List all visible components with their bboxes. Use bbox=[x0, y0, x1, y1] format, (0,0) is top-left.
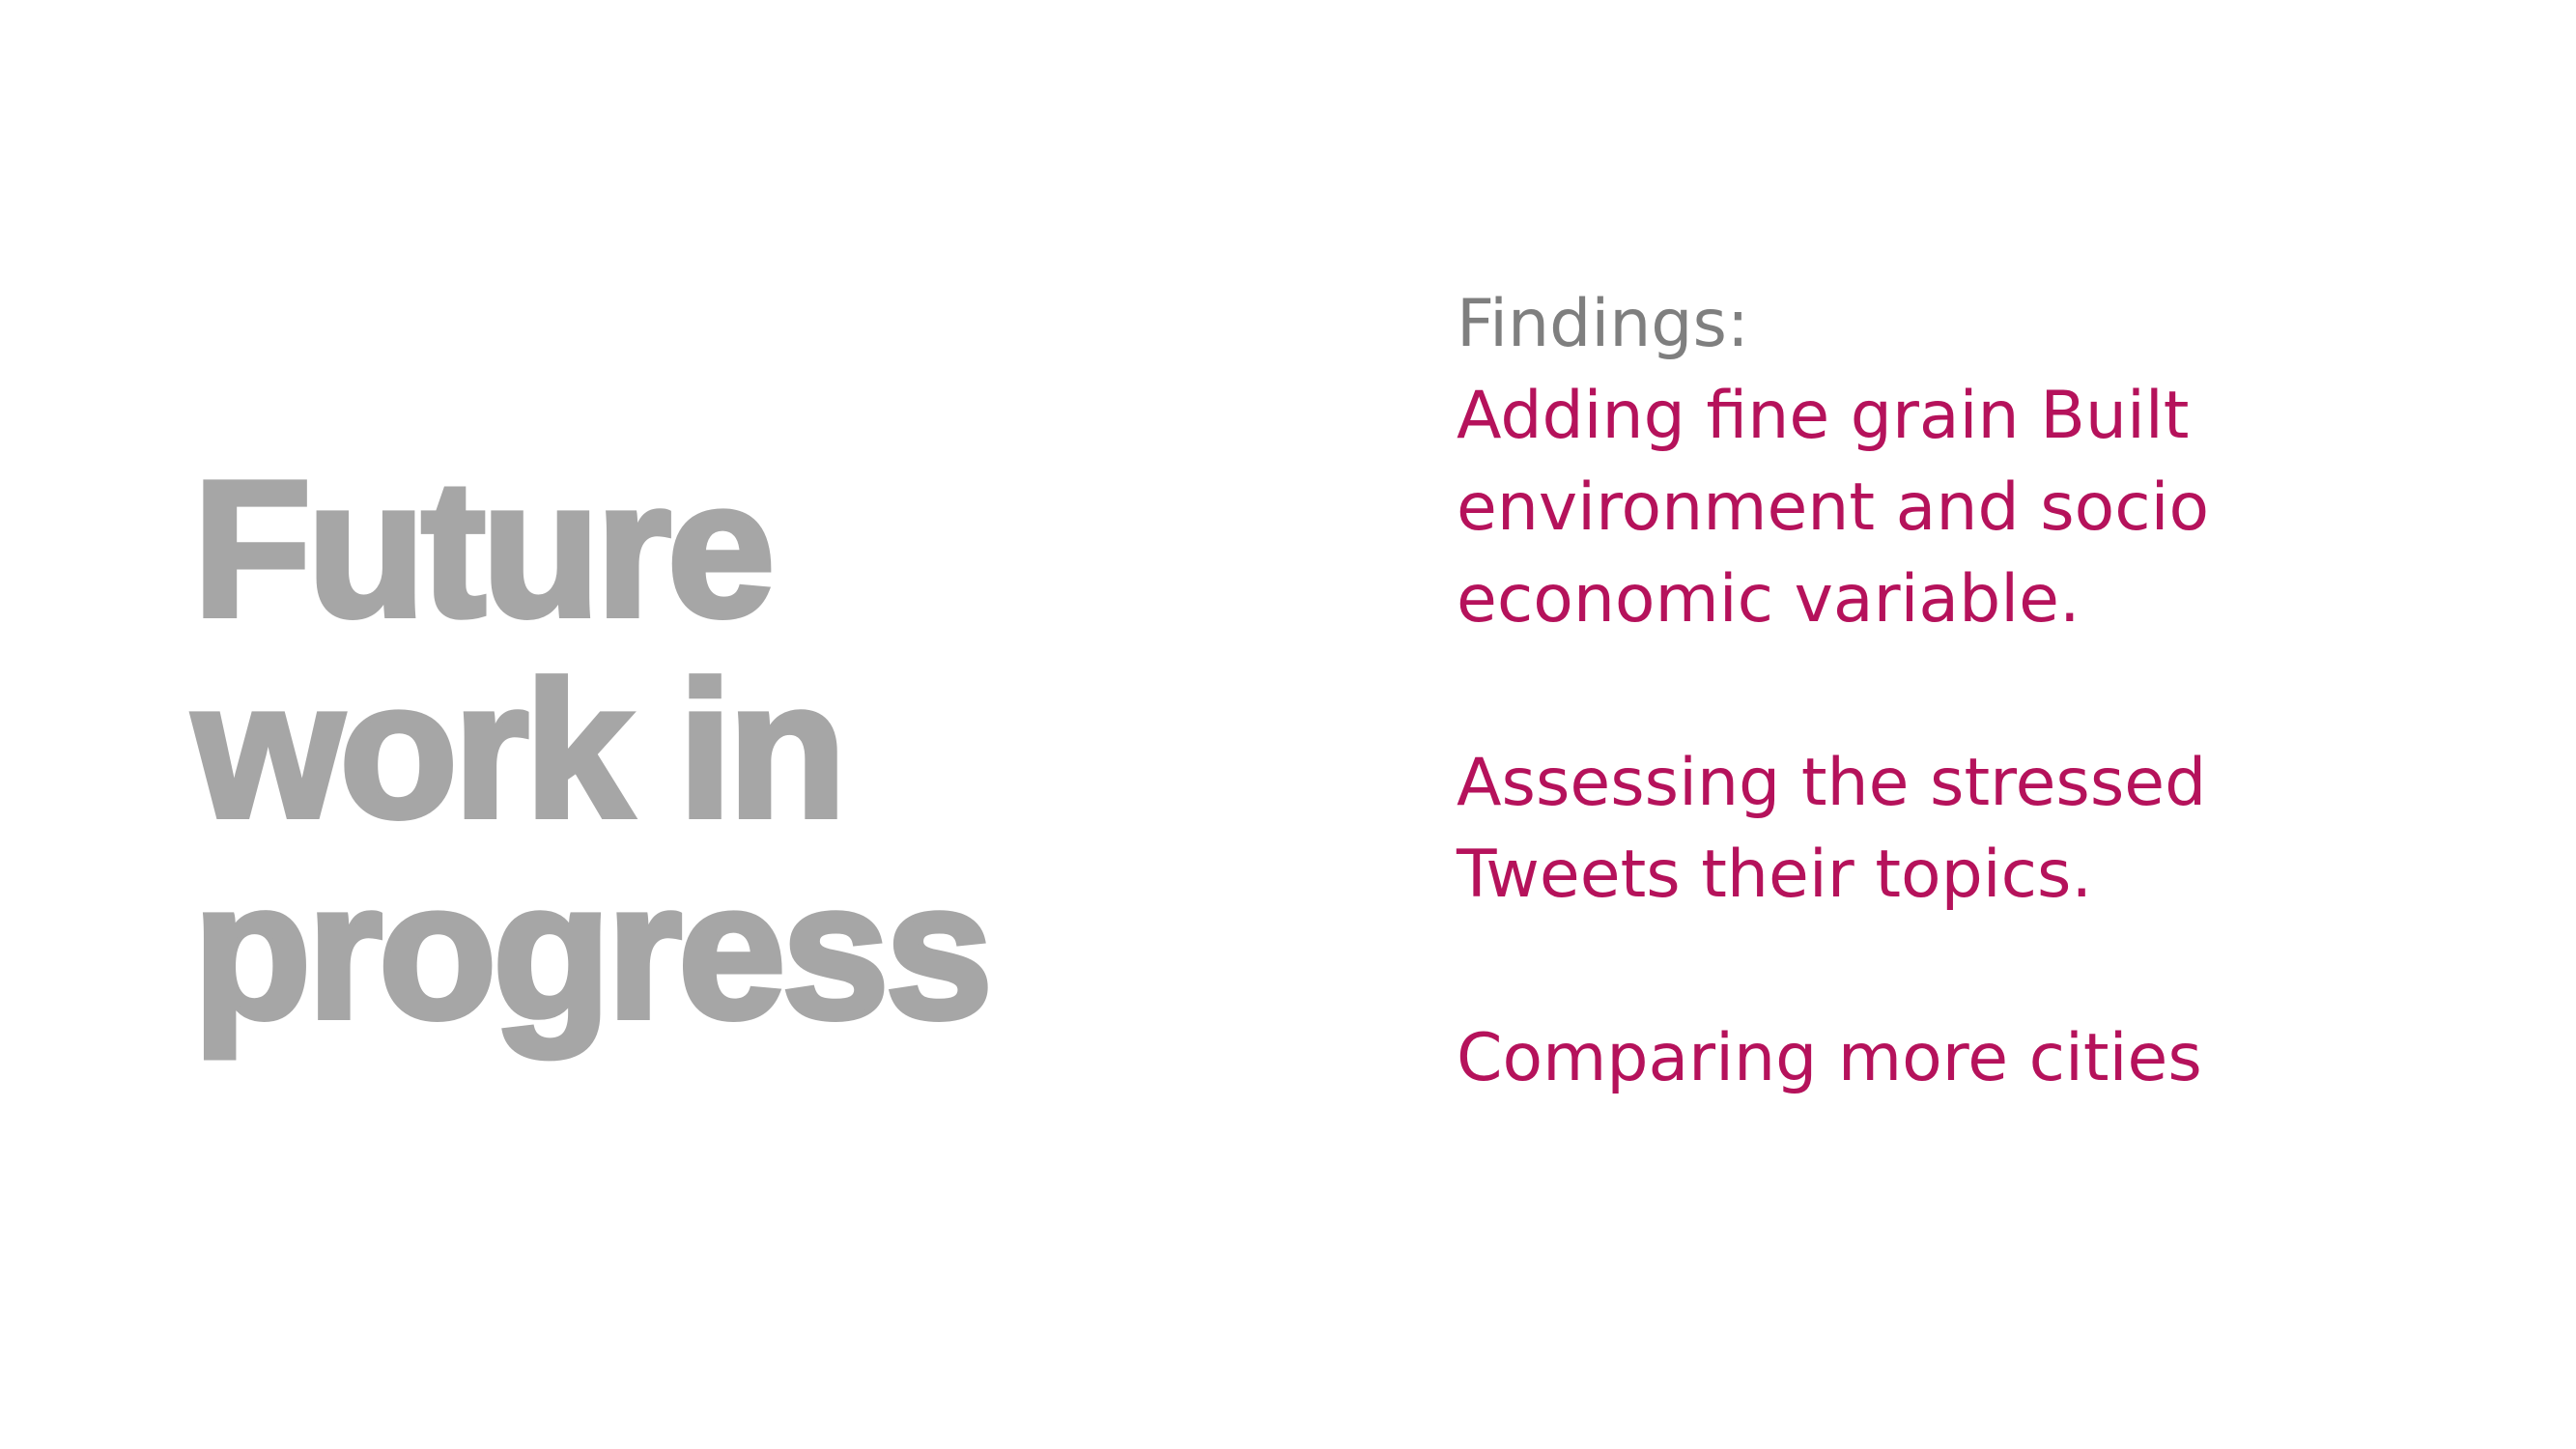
findings-heading: Findings: bbox=[1457, 286, 1749, 362]
finding-1-line-2: environment and socio bbox=[1457, 469, 2210, 546]
spacer bbox=[1457, 921, 2519, 1012]
finding-item-1: Adding fine grain Built environment and … bbox=[1457, 370, 2519, 645]
title-line-1: Future bbox=[190, 441, 778, 657]
finding-2-line-2: Tweets their topics. bbox=[1457, 837, 2093, 913]
finding-item-2: Assessing the stressed Tweets their topi… bbox=[1457, 737, 2519, 921]
findings-panel: Findings: Adding fine grain Built enviro… bbox=[1457, 278, 2519, 1104]
finding-item-3: Comparing more cities bbox=[1457, 1012, 2519, 1104]
spacer bbox=[1457, 645, 2519, 737]
finding-1-line-3: economic variable. bbox=[1457, 561, 2081, 638]
title-line-3: progress bbox=[190, 843, 996, 1059]
slide-title: Future work in progress bbox=[190, 441, 1062, 1059]
finding-1-line-1: Adding fine grain Built bbox=[1457, 378, 2190, 454]
finding-2-line-1: Assessing the stressed bbox=[1457, 745, 2207, 821]
finding-3-line-1: Comparing more cities bbox=[1457, 1020, 2202, 1096]
title-line-2: work in bbox=[190, 642, 849, 858]
